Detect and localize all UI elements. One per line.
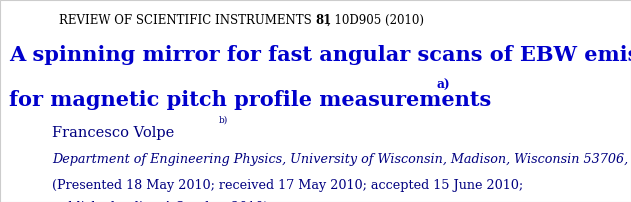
Text: b): b) (219, 115, 228, 124)
Text: Department of Engineering Physics, University of Wisconsin, Madison, Wisconsin 5: Department of Engineering Physics, Unive… (52, 153, 631, 165)
Text: Francesco Volpe: Francesco Volpe (52, 126, 174, 140)
Text: 81: 81 (316, 14, 332, 27)
Text: for magnetic pitch profile measurements: for magnetic pitch profile measurements (9, 90, 492, 110)
Text: , 10D905 (2010): , 10D905 (2010) (327, 14, 425, 27)
Text: A spinning mirror for fast angular scans of EBW emission: A spinning mirror for fast angular scans… (9, 45, 631, 65)
Text: a): a) (437, 79, 451, 92)
Text: (Presented 18 May 2010; received 17 May 2010; accepted 15 June 2010;: (Presented 18 May 2010; received 17 May … (52, 179, 523, 192)
Text: REVIEW OF SCIENTIFIC INSTRUMENTS: REVIEW OF SCIENTIFIC INSTRUMENTS (59, 14, 316, 27)
Text: published online 4 October 2010): published online 4 October 2010) (52, 201, 268, 202)
